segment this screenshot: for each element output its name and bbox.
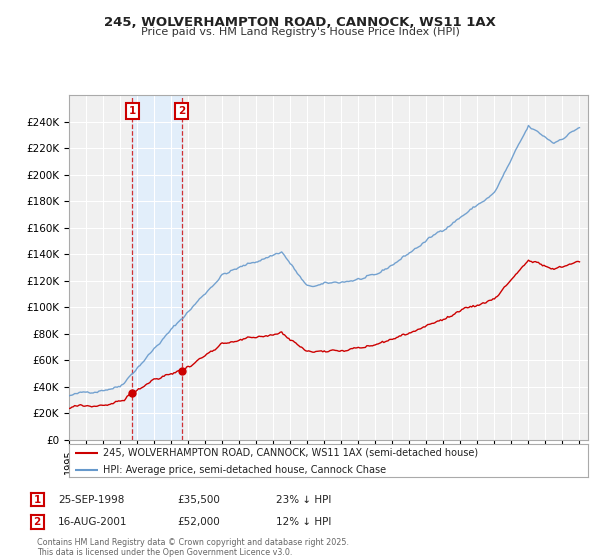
Text: Price paid vs. HM Land Registry's House Price Index (HPI): Price paid vs. HM Land Registry's House … [140, 27, 460, 37]
Text: HPI: Average price, semi-detached house, Cannock Chase: HPI: Average price, semi-detached house,… [103, 465, 386, 475]
Text: 245, WOLVERHAMPTON ROAD, CANNOCK, WS11 1AX (semi-detached house): 245, WOLVERHAMPTON ROAD, CANNOCK, WS11 1… [103, 448, 478, 458]
Text: 2: 2 [178, 106, 185, 116]
Text: £52,000: £52,000 [177, 517, 220, 527]
Text: 25-SEP-1998: 25-SEP-1998 [58, 494, 125, 505]
Text: 245, WOLVERHAMPTON ROAD, CANNOCK, WS11 1AX: 245, WOLVERHAMPTON ROAD, CANNOCK, WS11 1… [104, 16, 496, 29]
Text: 1: 1 [34, 494, 41, 505]
Text: 16-AUG-2001: 16-AUG-2001 [58, 517, 128, 527]
Text: £35,500: £35,500 [177, 494, 220, 505]
Text: 1: 1 [129, 106, 136, 116]
Text: 23% ↓ HPI: 23% ↓ HPI [276, 494, 331, 505]
Bar [133, 95, 182, 440]
Text: 12% ↓ HPI: 12% ↓ HPI [276, 517, 331, 527]
Text: Contains HM Land Registry data © Crown copyright and database right 2025.
This d: Contains HM Land Registry data © Crown c… [37, 538, 349, 557]
Text: 2: 2 [34, 517, 41, 527]
